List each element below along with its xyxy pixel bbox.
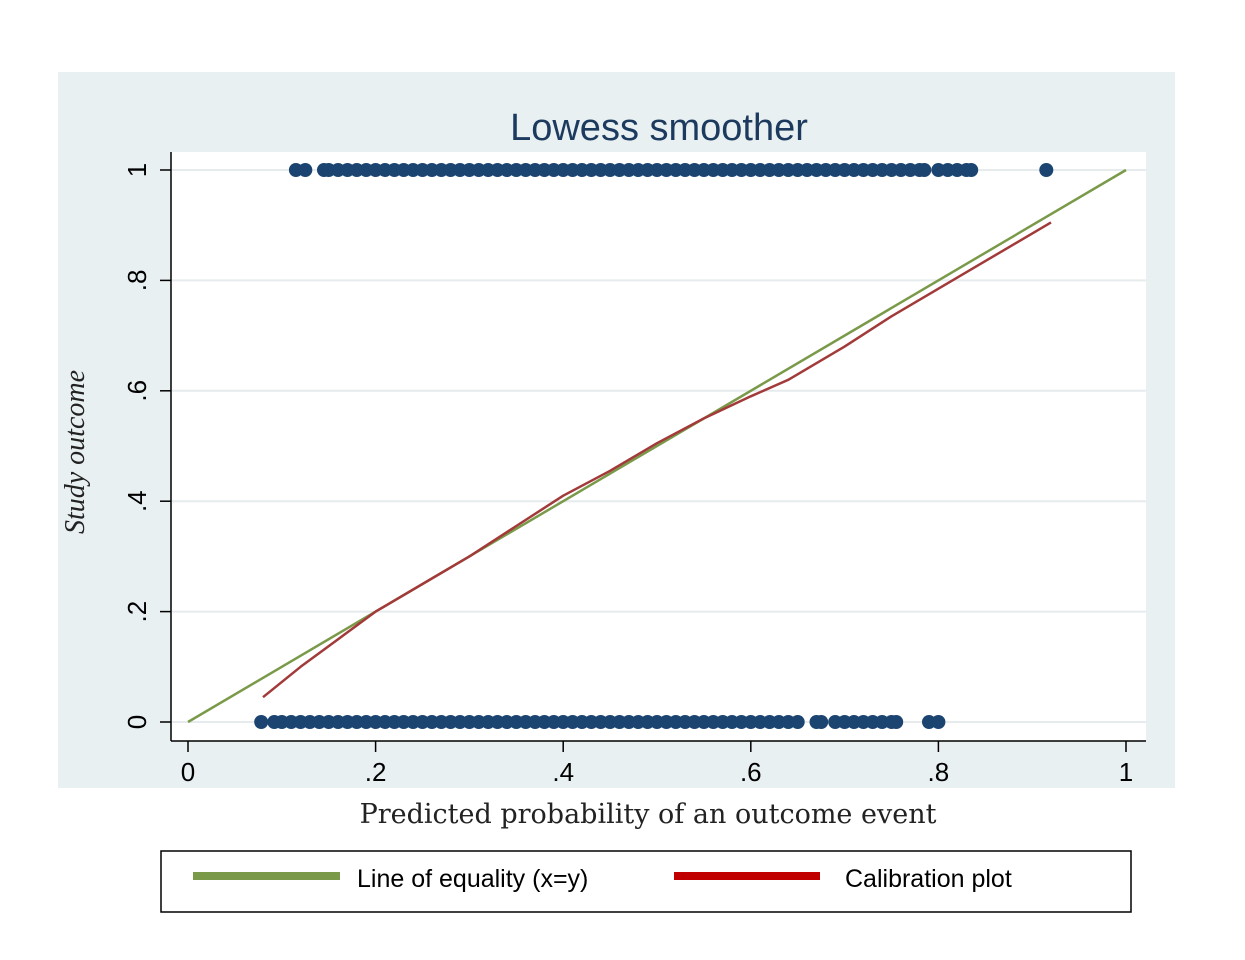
y-tick-label-5: 1 <box>122 163 152 177</box>
chart-title: Lowess smoother <box>510 107 808 149</box>
data-point-3-57 <box>790 715 805 729</box>
data-point-3-69 <box>931 715 946 729</box>
x-tick-label-2: .4 <box>552 757 574 787</box>
y-tick-label-2: .4 <box>122 490 152 512</box>
data-point-2-1 <box>298 163 313 177</box>
axes <box>170 152 1146 742</box>
y-axis-label: Study outcome <box>60 370 91 534</box>
series-lines <box>187 168 1127 724</box>
y-tick-label-3: .6 <box>122 380 152 402</box>
legend-box <box>160 850 1132 913</box>
legend: Line of equality (x=y) Calibration plot <box>160 850 1132 913</box>
y-tick-label-4: .8 <box>122 270 152 292</box>
data-point-2-67 <box>917 163 932 177</box>
x-tick-label-0: 0 <box>181 757 195 787</box>
legend-label-calibration: Calibration plot <box>845 865 1012 893</box>
data-point-2-73 <box>1039 163 1054 177</box>
data-point-3-0 <box>254 715 269 729</box>
x-axis-label: Predicted probability of an outcome even… <box>360 799 937 830</box>
data-points <box>254 163 1054 729</box>
x-tick-label-5: 1 <box>1119 757 1133 787</box>
x-tick-label-3: .6 <box>740 757 762 787</box>
data-point-3-67 <box>889 715 904 729</box>
x-tick-label-1: .2 <box>365 757 387 787</box>
y-axis-ticks: 0 .2 .4 .6 .8 1 <box>122 163 171 729</box>
legend-label-equality: Line of equality (x=y) <box>357 865 588 893</box>
series-line-1 <box>262 221 1052 699</box>
y-tick-label-1: .2 <box>122 601 152 623</box>
x-axis-ticks: 0 .2 .4 .6 .8 1 <box>181 741 1133 787</box>
data-point-3-59 <box>814 715 829 729</box>
x-tick-label-4: .8 <box>928 757 950 787</box>
series-line-0 <box>187 168 1127 724</box>
y-tick-label-0: 0 <box>122 715 152 729</box>
data-point-2-72 <box>964 163 979 177</box>
